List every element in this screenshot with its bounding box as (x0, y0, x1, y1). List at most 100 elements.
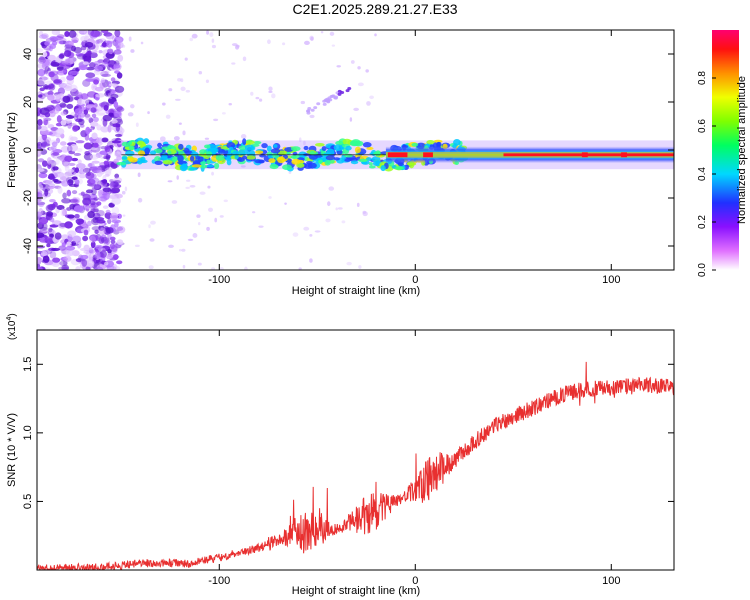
spectrogram-noise-blob (74, 108, 83, 115)
spectrogram-noise-blob (94, 229, 99, 235)
spectrogram-noise-blob (189, 37, 194, 42)
spectrogram-noise-blob (184, 57, 188, 61)
spectrogram-band-blob (128, 157, 138, 163)
spectrogram-noise-blob (110, 77, 116, 82)
spectrogram-noise-blob (69, 136, 78, 141)
spectrogram-noise-blob (107, 167, 113, 171)
spectrogram-noise-blob (63, 50, 72, 57)
spectrogram-noise-blob (51, 220, 62, 226)
spectrogram-noise-blob (85, 78, 96, 82)
spectrogram-noise-blob (177, 78, 182, 82)
spectrogram-noise-blob (111, 140, 122, 144)
spectrogram-noise-blob (91, 83, 98, 91)
spectrogram-band-blob (188, 167, 198, 171)
spectrogram-noise-blob (50, 61, 60, 67)
spectrogram-panel: -100 0 100 -40 -20 0 20 40 Height of straight … (6, 29, 675, 297)
spectrogram-noise-blob (113, 158, 119, 164)
spectrogram-band-blob (433, 139, 443, 144)
spectrogram-noise-blob (43, 76, 50, 81)
spectrogram-noise-blob (93, 79, 99, 85)
spectrogram-noise-blob (167, 180, 173, 183)
spectrogram-noise-blob (80, 35, 88, 42)
spectrogram-noise-blob (73, 152, 82, 156)
spectrogram-noise-blob (38, 55, 45, 63)
snr-series-line (37, 361, 674, 570)
spectrogram-noise-blob (288, 171, 292, 174)
spectrogram-noise-blob (85, 126, 91, 135)
spectrogram-band-blob (211, 147, 219, 153)
spectrogram-band-blob (225, 157, 232, 161)
spectrogram-noise-blob (100, 78, 106, 83)
spectrogram-noise-blob (75, 266, 81, 270)
spectrogram-band-blob (206, 159, 211, 165)
spectrogram-noise-blob (84, 41, 94, 48)
spectrogram-noise-blob (134, 244, 140, 248)
chart-title: C2E1.2025.289.21.27.E33 (292, 1, 457, 17)
spectrogram-noise-blob (174, 98, 181, 101)
spectrogram-noise-blob (100, 125, 110, 133)
spectrogram-noise-blob (55, 157, 60, 165)
spectrogram-noise-blob (101, 61, 109, 68)
spectrogram-streak-blob (316, 102, 321, 106)
spectrogram-noise-blob (255, 96, 260, 100)
spectrogram-noise-blob (60, 208, 65, 217)
spectrogram-noise-blob (89, 166, 98, 171)
spectrogram-noise-blob (38, 208, 44, 216)
spectrogram-noise-blob (103, 192, 110, 201)
spectrogram-noise-blob (79, 247, 89, 252)
spectrogram-noise-blob (268, 86, 273, 92)
spectrogram-band-blob (238, 145, 247, 150)
spectrogram-band-blob (226, 141, 236, 149)
spectrogram-noise-blob (52, 166, 59, 171)
spectrogram-band-blob (238, 148, 248, 156)
spectrogram-noise-blob (98, 102, 107, 107)
spectrogram-noise-blob (109, 189, 118, 194)
spectrogram-noise-blob (90, 107, 97, 114)
spectrogram-noise-blob (67, 179, 74, 186)
spectrogram-noise-blob (37, 147, 42, 155)
spectrogram-noise-blob (114, 30, 121, 38)
spectrogram-band-blob (200, 161, 207, 165)
spectrogram-noise-blob (40, 251, 48, 257)
spectrogram-noise-blob (98, 236, 105, 244)
spectrogram-noise-blob (358, 265, 362, 269)
spectrogram-noise-blob (49, 250, 57, 259)
spectrogram-noise-blob (37, 263, 41, 269)
spectrogram-noise-blob (101, 42, 108, 48)
spectrogram-noise-blob (182, 264, 186, 269)
spectrogram-noise-blob (181, 248, 186, 252)
spectrogram-noise-blob (94, 244, 103, 250)
colorbar-tick-label: 0.2 (697, 215, 708, 229)
spectrogram-noise-blob (56, 66, 64, 71)
spectrogram-noise-blob (91, 160, 100, 164)
spectrogram-noise-blob (109, 181, 115, 189)
spectrogram-noise-blob (189, 184, 196, 188)
spectrogram-noise-blob (61, 180, 69, 187)
spectrogram-noise-blob (356, 202, 360, 208)
spectrogram-band-blob (277, 156, 286, 164)
spectrogram-noise-blob (81, 258, 88, 267)
spectrogram-noise-blob (51, 161, 58, 166)
spectrogram-band-blob (362, 142, 372, 148)
spectrogram-noise-blob (47, 83, 55, 89)
spectrogram-noise-blob (94, 86, 104, 92)
spectrogram-noise-blob (107, 233, 112, 239)
spectrogram-noise-blob (178, 122, 182, 125)
spectrogram-noise-blob (67, 230, 77, 237)
spectrogram-streak-blob (324, 98, 329, 102)
spectrogram-noise-blob (61, 61, 69, 65)
spectrogram-noise-blob (374, 33, 377, 37)
spectrogram-x-label: Height of straight line (km) (292, 285, 420, 297)
spectrogram-noise-blob (93, 70, 101, 75)
spectrogram-band-blob (426, 139, 435, 145)
spectrogram-band-blob (167, 150, 172, 156)
spectrogram-noise-blob (72, 125, 79, 132)
spectrogram-noise-blob (71, 157, 79, 162)
spectrogram-noise-blob (51, 247, 60, 252)
spectrogram-x-tick-label: 0 (412, 274, 418, 286)
spectrogram-noise-blob (101, 137, 109, 143)
spectrogram-noise-blob (341, 220, 346, 224)
colorbar-label: Normalized spectral amplitude (736, 76, 748, 224)
spectrogram-noise-blob (335, 207, 338, 211)
spectrogram-noise-blob (111, 206, 120, 215)
